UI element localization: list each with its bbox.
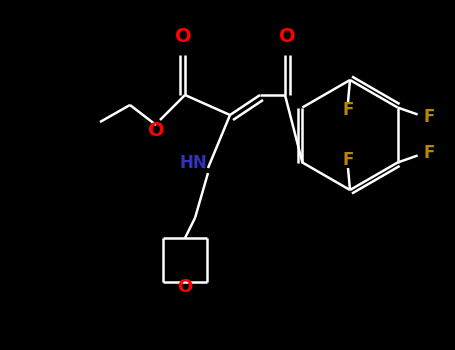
Text: O: O bbox=[148, 120, 164, 140]
Text: F: F bbox=[342, 151, 354, 169]
Text: F: F bbox=[342, 101, 354, 119]
Text: F: F bbox=[424, 108, 435, 126]
Text: O: O bbox=[278, 28, 295, 47]
Text: F: F bbox=[424, 144, 435, 161]
Text: HN: HN bbox=[179, 154, 207, 172]
Text: O: O bbox=[175, 28, 191, 47]
Text: O: O bbox=[177, 278, 192, 296]
